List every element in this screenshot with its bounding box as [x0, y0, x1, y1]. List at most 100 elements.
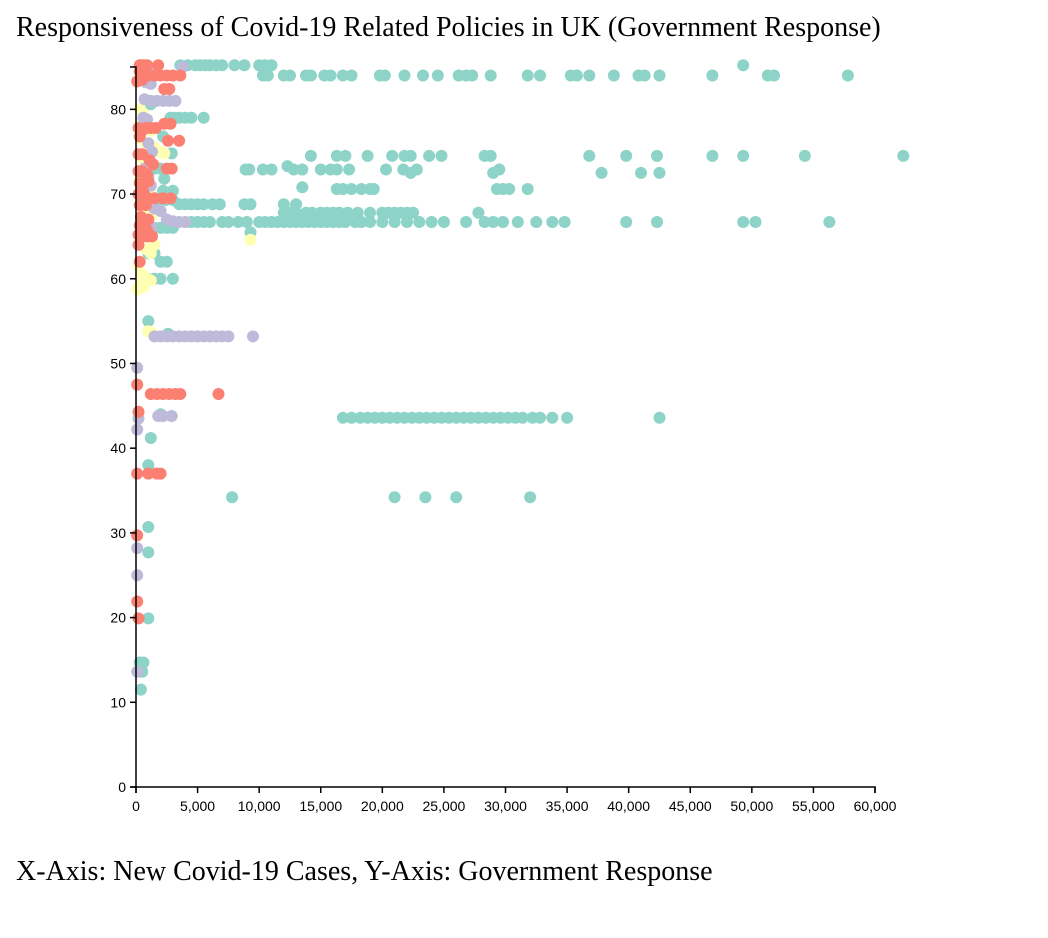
data-point — [620, 216, 633, 228]
data-point — [157, 410, 170, 422]
data-point — [131, 569, 144, 582]
data-point — [244, 233, 257, 246]
data-point — [216, 59, 229, 72]
data-point — [164, 117, 177, 130]
data-point — [132, 405, 145, 418]
data-point — [244, 198, 257, 211]
data-point — [583, 149, 596, 162]
data-point — [413, 216, 426, 228]
data-point — [158, 147, 171, 160]
data-point — [706, 149, 719, 162]
data-point — [466, 69, 479, 82]
data-point — [737, 216, 750, 228]
x-tick-label: 50,000 — [730, 798, 773, 814]
data-point — [265, 163, 278, 176]
data-point — [134, 683, 147, 696]
data-point — [131, 595, 144, 608]
y-tick-label: 30 — [110, 525, 126, 541]
data-point — [503, 183, 516, 195]
data-point — [147, 158, 160, 171]
data-point — [166, 272, 179, 285]
data-point — [290, 206, 303, 219]
data-point — [419, 491, 432, 504]
data-point — [737, 149, 750, 162]
data-point — [345, 411, 358, 424]
x-tick-label: 10,000 — [238, 798, 281, 814]
data-point — [324, 69, 337, 82]
data-point — [524, 491, 537, 504]
data-point — [706, 69, 719, 82]
data-point — [651, 149, 663, 162]
data-point — [823, 216, 836, 228]
data-point — [131, 529, 144, 542]
data-point — [281, 160, 294, 173]
data-point — [404, 166, 417, 179]
x-tick-label: 45,000 — [669, 798, 712, 814]
data-point — [148, 192, 161, 205]
data-point — [174, 69, 187, 82]
data-point — [142, 612, 155, 625]
y-tick-label: 60 — [110, 271, 126, 287]
data-point — [152, 59, 165, 72]
data-point — [364, 206, 376, 219]
data-point — [336, 69, 349, 82]
data-point — [620, 149, 633, 162]
data-point — [296, 163, 309, 176]
data-point — [179, 216, 192, 228]
data-point — [174, 388, 187, 400]
points-layer — [131, 59, 910, 696]
data-point — [330, 163, 343, 176]
data-point — [339, 149, 352, 162]
data-point — [595, 166, 608, 179]
x-tick-label: 55,000 — [792, 798, 835, 814]
data-point — [277, 198, 290, 211]
data-point — [558, 216, 571, 228]
data-point — [131, 378, 144, 391]
data-point — [472, 206, 485, 219]
data-point — [154, 272, 167, 285]
data-point — [749, 216, 762, 228]
data-point — [339, 216, 352, 228]
data-point — [798, 149, 811, 162]
data-point — [478, 216, 491, 228]
data-point — [238, 59, 251, 72]
data-point — [343, 163, 356, 176]
data-point — [164, 192, 177, 205]
data-point — [306, 206, 319, 219]
data-point — [768, 69, 780, 82]
data-point — [131, 361, 144, 374]
data-point — [336, 183, 349, 195]
data-point — [131, 665, 144, 678]
data-point — [897, 149, 910, 162]
data-point — [484, 149, 497, 162]
data-point — [737, 59, 750, 72]
data-point — [160, 255, 173, 268]
data-point — [256, 163, 269, 176]
data-point — [142, 546, 155, 559]
data-point — [131, 283, 144, 296]
data-point — [653, 411, 666, 424]
data-point — [132, 612, 145, 625]
data-point — [404, 149, 417, 162]
data-point — [304, 69, 317, 82]
x-tick-label: 60,000 — [854, 798, 897, 814]
data-point — [139, 199, 152, 212]
data-point — [240, 216, 253, 228]
x-tick-label: 35,000 — [546, 798, 589, 814]
data-point — [203, 216, 216, 228]
x-tick-label: 40,000 — [607, 798, 650, 814]
data-point — [341, 206, 354, 219]
data-point — [142, 521, 155, 533]
data-point — [142, 467, 155, 480]
data-point — [521, 183, 534, 195]
data-point — [222, 216, 235, 228]
data-point — [142, 315, 155, 328]
data-point — [131, 467, 144, 480]
chart-caption: X-Axis: New Covid-19 Cases, Y-Axis: Gove… — [16, 856, 713, 887]
data-point — [247, 330, 259, 343]
data-point — [487, 166, 500, 179]
data-point — [570, 69, 583, 82]
data-point — [376, 216, 389, 228]
data-point — [243, 163, 256, 176]
